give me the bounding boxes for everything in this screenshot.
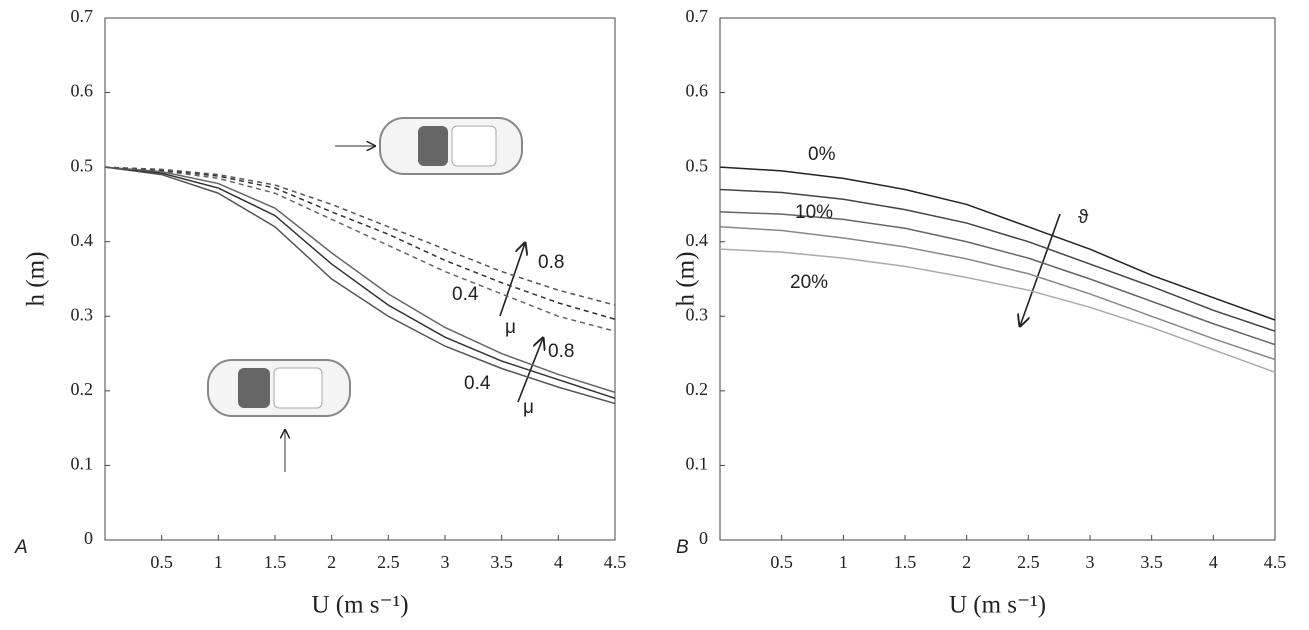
series-line	[104, 166, 616, 320]
annotation: 0%	[808, 144, 836, 165]
y-tick-label: 0.6	[686, 81, 709, 101]
x-axis-label: U (m s⁻¹)	[949, 592, 1046, 619]
plot-frame	[104, 17, 616, 541]
y-axis-label: h (m)	[23, 252, 50, 307]
series-line	[719, 188, 1276, 332]
x-tick-label: 2	[327, 552, 336, 572]
y-tick-label: 0	[699, 528, 708, 548]
x-tick-label: 4.5	[604, 552, 627, 572]
y-tick-label: 0.1	[71, 454, 94, 474]
y-tick-label: 0.1	[686, 454, 709, 474]
panel-label: B	[676, 537, 689, 558]
x-tick-label: 1.5	[894, 552, 917, 572]
series-line	[104, 166, 616, 306]
y-tick-label: 0.2	[686, 379, 709, 399]
x-tick-label: 1	[214, 552, 223, 572]
trend-arrow	[499, 243, 525, 317]
annotation: 0.4	[464, 373, 491, 394]
x-tick-label: 1.5	[264, 552, 287, 572]
annotation: 0.8	[548, 341, 574, 362]
y-tick-label: 0.3	[71, 304, 94, 324]
plot-frame	[719, 17, 1276, 541]
annotation: 0.8	[538, 252, 564, 273]
y-tick-label: 0.4	[686, 230, 709, 250]
x-tick-label: 4	[554, 552, 563, 572]
x-tick-label: 1	[839, 552, 848, 572]
y-tick-label: 0.5	[686, 155, 709, 175]
series-line	[719, 211, 1276, 346]
x-tick-label: 4	[1209, 552, 1218, 572]
car-icon	[379, 117, 523, 175]
y-tick-label: 0.5	[71, 155, 94, 175]
x-tick-label: 2.5	[377, 552, 400, 572]
x-tick-label: 2	[962, 552, 971, 572]
series-line	[104, 166, 616, 405]
x-tick-label: 3	[441, 552, 450, 572]
series-line	[719, 166, 1276, 321]
car-icon	[207, 359, 351, 417]
x-tick-label: 0.5	[150, 552, 173, 572]
series-line	[104, 166, 616, 394]
annotation: 10%	[795, 202, 833, 223]
series-line	[104, 166, 616, 332]
series-line	[104, 166, 616, 400]
y-axis-label: h (m)	[673, 252, 700, 307]
annotation: μ	[505, 317, 516, 338]
x-tick-label: 3	[1086, 552, 1095, 572]
y-tick-label: 0.2	[71, 379, 94, 399]
x-tick-label: 3.5	[490, 552, 513, 572]
annotation: 20%	[790, 272, 828, 293]
x-axis-label: U (m s⁻¹)	[311, 592, 408, 619]
x-tick-label: 3.5	[1140, 552, 1163, 572]
x-tick-label: 0.5	[770, 552, 793, 572]
annotation: μ	[523, 397, 534, 418]
y-tick-label: 0.4	[71, 230, 94, 250]
y-tick-label: 0	[84, 528, 93, 548]
annotation: 0.4	[452, 284, 479, 305]
y-tick-label: 0.7	[71, 6, 94, 26]
annotation: ϑ	[1078, 207, 1089, 228]
series-line	[719, 248, 1276, 373]
y-tick-label: 0.6	[71, 81, 94, 101]
x-tick-label: 4.5	[1264, 552, 1287, 572]
panel-label: A	[14, 537, 28, 558]
series-line	[719, 226, 1276, 361]
y-tick-label: 0.3	[686, 304, 709, 324]
y-tick-label: 0.7	[686, 6, 709, 26]
x-tick-label: 2.5	[1017, 552, 1040, 572]
trend-arrow	[1020, 213, 1061, 326]
